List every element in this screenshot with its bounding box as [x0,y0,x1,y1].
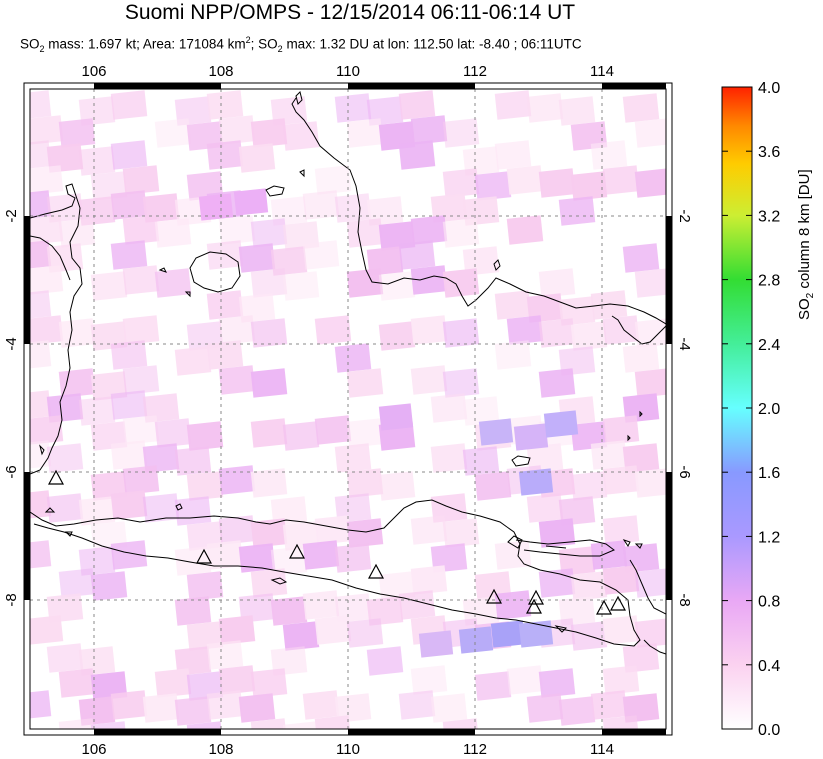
coastline [30,91,666,655]
lat-tick-right: -2 [676,209,693,222]
colorbar-label: 0.0 [758,722,780,739]
colorbar-ticks [722,86,752,730]
lat-tick-right: -6 [676,465,693,478]
lon-tick-bottom: 108 [208,741,233,758]
colorbar-label: 2.8 [758,273,780,290]
lon-tick-top: 114 [590,63,614,80]
lat-tick-left: -6 [3,465,20,478]
lon-tick-bottom: 106 [81,741,106,758]
lon-tick-top: 106 [81,63,106,80]
lat-tick-left: -8 [3,593,20,606]
colorbar-label: 0.8 [758,594,780,611]
lat-tick-right: -4 [676,337,693,350]
colorbar-label: 1.6 [758,465,780,482]
colorbar-label: 1.2 [758,529,780,546]
triangle-icon [525,598,543,614]
triangle-icon [195,548,213,564]
colorbar-label: 3.6 [758,144,780,161]
lat-tick-right: -8 [676,593,693,606]
lat-tick-labels: -2 -4 -6 -8 -2 -4 -6 -8 [3,209,693,606]
colorbar-label: 3.2 [758,208,780,225]
lon-tick-top: 108 [208,63,233,80]
lon-tick-bottom: 114 [590,741,614,758]
lon-tick-top: 112 [463,63,487,80]
so2-pixel-layer [30,90,666,729]
volcano-markers [47,469,627,615]
triangle-icon [47,469,65,485]
colorbar-label: 4.0 [758,80,780,97]
graticule [30,89,666,729]
map-border [24,83,672,735]
colorbar-label: 2.0 [758,401,780,418]
triangle-icon [485,588,503,604]
lon-tick-bottom: 112 [463,741,487,758]
lat-tick-left: -2 [3,209,20,222]
colorbar-title: SO2 column 8 km [DU] [796,169,816,320]
triangle-icon [595,599,613,615]
triangle-icon [288,543,306,559]
colorbar-label: 0.4 [758,658,780,675]
colorbar-labels: 0.0 0.4 0.8 1.2 1.6 2.0 2.4 2.8 3.2 3.6 4.0 [758,80,780,739]
triangle-icon [527,589,545,605]
map-subtitle: SO2 mass: 1.697 kt; Area: 171084 km2; SO… [20,35,582,55]
lon-tick-labels: 106 108 110 112 114 106 108 110 112 114 [81,63,613,758]
colorbar-label: 2.4 [758,337,780,354]
triangle-icon [367,563,385,579]
triangle-icon [609,595,627,611]
lon-tick-bottom: 110 [336,741,360,758]
lon-tick-top: 110 [336,63,360,80]
map-title: Suomi NPP/OMPS - 12/15/2014 06:11-06:14 … [124,1,576,24]
lat-tick-left: -4 [3,337,20,350]
